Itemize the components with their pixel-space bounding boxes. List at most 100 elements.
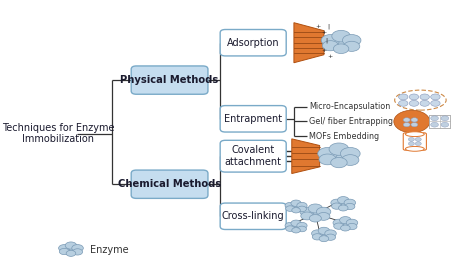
- Circle shape: [59, 248, 69, 255]
- Polygon shape: [292, 139, 319, 174]
- Circle shape: [297, 222, 307, 229]
- Circle shape: [300, 207, 314, 216]
- Circle shape: [312, 234, 322, 240]
- Circle shape: [399, 94, 408, 100]
- Text: +: +: [321, 48, 327, 53]
- Text: +: +: [328, 54, 333, 58]
- Circle shape: [65, 242, 77, 249]
- Circle shape: [301, 212, 313, 220]
- Circle shape: [346, 219, 358, 226]
- Circle shape: [297, 202, 307, 209]
- Circle shape: [345, 203, 355, 210]
- Circle shape: [338, 205, 348, 211]
- Circle shape: [409, 100, 419, 106]
- Circle shape: [431, 122, 438, 127]
- Circle shape: [319, 154, 336, 165]
- Circle shape: [431, 94, 440, 100]
- Circle shape: [339, 220, 352, 228]
- Circle shape: [290, 223, 302, 231]
- Circle shape: [330, 36, 352, 49]
- FancyBboxPatch shape: [131, 170, 208, 198]
- Text: Cross-linking: Cross-linking: [222, 211, 284, 221]
- Circle shape: [334, 223, 344, 229]
- Circle shape: [59, 245, 70, 252]
- Text: |: |: [325, 37, 327, 43]
- FancyBboxPatch shape: [220, 105, 286, 132]
- Circle shape: [318, 147, 337, 160]
- Circle shape: [326, 234, 336, 240]
- Circle shape: [420, 100, 429, 106]
- Ellipse shape: [405, 146, 424, 151]
- Circle shape: [328, 149, 350, 163]
- Circle shape: [441, 116, 449, 121]
- FancyBboxPatch shape: [220, 140, 286, 172]
- Circle shape: [310, 215, 321, 222]
- Circle shape: [415, 138, 421, 141]
- Text: |: |: [327, 24, 329, 29]
- Circle shape: [340, 225, 350, 231]
- Circle shape: [332, 203, 342, 209]
- Circle shape: [347, 223, 357, 230]
- FancyBboxPatch shape: [131, 66, 208, 94]
- Text: Gel/ fiber Entrapping: Gel/ fiber Entrapping: [309, 117, 393, 126]
- Circle shape: [325, 230, 336, 237]
- Circle shape: [420, 94, 429, 100]
- Text: Covalent
attachment: Covalent attachment: [225, 146, 282, 167]
- Circle shape: [409, 94, 419, 100]
- Circle shape: [411, 123, 418, 127]
- Circle shape: [431, 100, 440, 106]
- Polygon shape: [294, 23, 324, 63]
- Circle shape: [332, 30, 350, 42]
- Circle shape: [344, 41, 360, 51]
- Circle shape: [322, 41, 338, 51]
- Circle shape: [403, 118, 410, 122]
- Circle shape: [285, 222, 295, 229]
- Circle shape: [340, 147, 360, 160]
- Circle shape: [291, 220, 301, 226]
- Circle shape: [342, 155, 359, 166]
- Circle shape: [66, 250, 76, 256]
- Text: Chemical Methods: Chemical Methods: [118, 179, 221, 189]
- Circle shape: [73, 249, 82, 255]
- Circle shape: [298, 206, 307, 212]
- Text: Physical Methods: Physical Methods: [120, 75, 219, 85]
- Text: Micro-Encapsulation: Micro-Encapsulation: [309, 102, 390, 111]
- Circle shape: [291, 200, 301, 206]
- Circle shape: [64, 246, 78, 254]
- Circle shape: [331, 158, 347, 168]
- Circle shape: [285, 202, 295, 209]
- FancyBboxPatch shape: [403, 133, 427, 150]
- Circle shape: [290, 203, 302, 211]
- Ellipse shape: [405, 132, 424, 136]
- Circle shape: [399, 100, 408, 106]
- Circle shape: [317, 231, 330, 239]
- FancyBboxPatch shape: [429, 115, 450, 128]
- Circle shape: [337, 200, 350, 208]
- Circle shape: [411, 118, 418, 122]
- Circle shape: [329, 143, 349, 155]
- Circle shape: [342, 34, 361, 46]
- Circle shape: [339, 217, 351, 224]
- Circle shape: [292, 227, 301, 233]
- Circle shape: [307, 209, 324, 219]
- FancyBboxPatch shape: [220, 30, 286, 56]
- Circle shape: [321, 34, 340, 46]
- Circle shape: [286, 206, 295, 211]
- Circle shape: [317, 213, 330, 220]
- Circle shape: [333, 44, 349, 53]
- Text: Enzyme: Enzyme: [90, 245, 129, 255]
- Circle shape: [337, 197, 349, 204]
- Circle shape: [292, 208, 301, 213]
- Circle shape: [298, 226, 307, 232]
- Circle shape: [286, 226, 295, 231]
- Text: +: +: [321, 30, 327, 34]
- Text: Entrapment: Entrapment: [224, 114, 282, 124]
- Circle shape: [409, 138, 414, 141]
- Circle shape: [403, 123, 410, 127]
- Text: +: +: [315, 24, 320, 29]
- Text: MOFs Embedding: MOFs Embedding: [309, 132, 379, 141]
- Circle shape: [409, 142, 414, 146]
- Circle shape: [344, 199, 356, 206]
- Circle shape: [394, 110, 430, 133]
- Circle shape: [333, 219, 345, 226]
